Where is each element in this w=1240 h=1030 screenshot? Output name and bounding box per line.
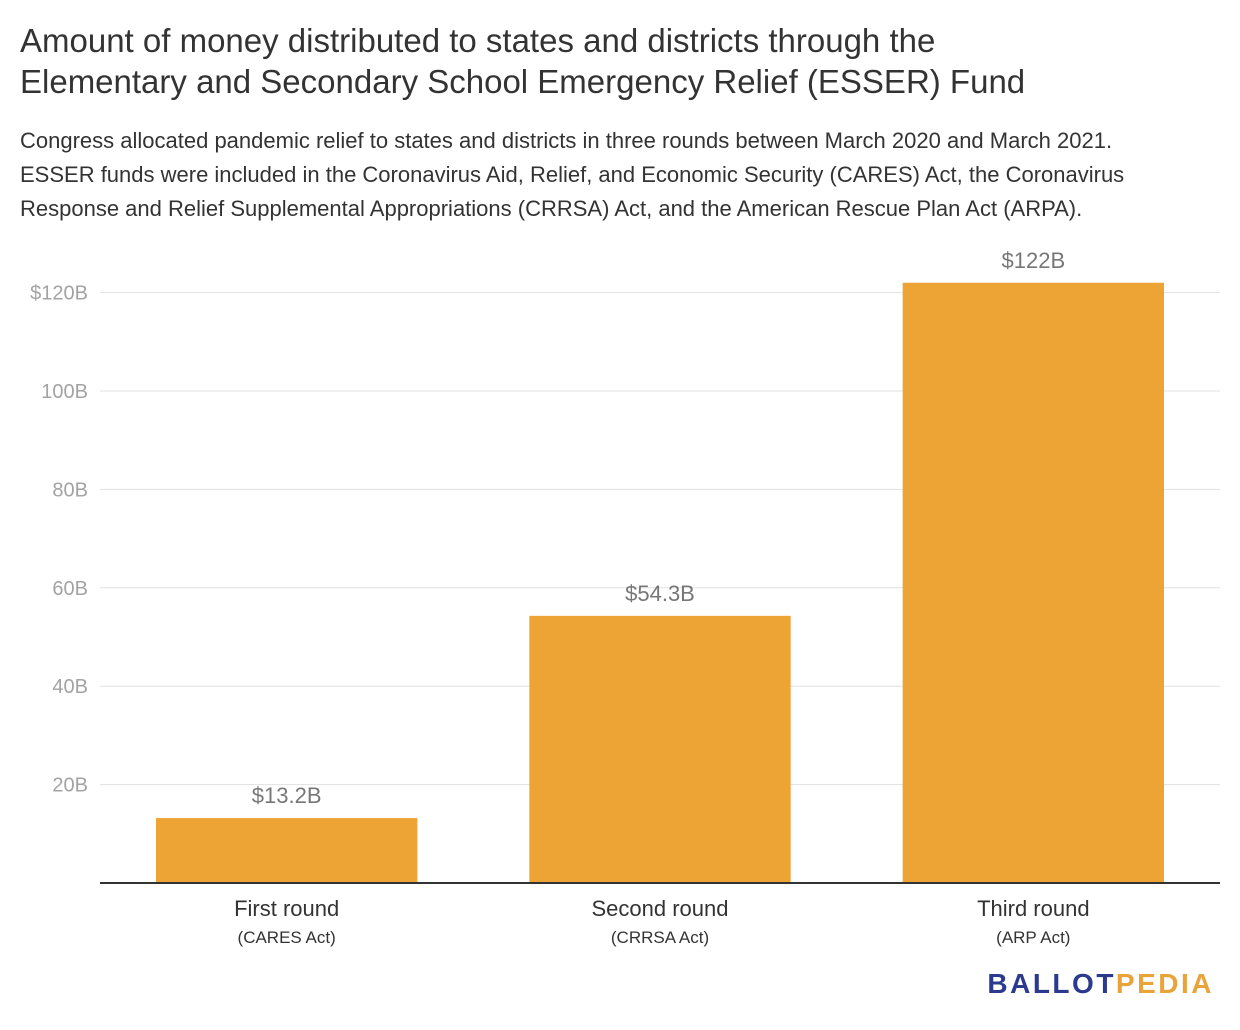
bar-data-label: $54.3B — [625, 581, 695, 606]
y-tick-label: 40B — [52, 676, 88, 698]
bar — [529, 615, 791, 883]
x-category-sublabel: (CARES Act) — [238, 928, 336, 947]
chart-subtitle-line-1: Congress allocated pandemic relief to st… — [20, 128, 1113, 153]
logo-part-pedia: PEDIA — [1115, 968, 1214, 999]
chart-title-line-2: Elementary and Secondary School Emergenc… — [20, 63, 1026, 100]
chart-subtitle-line-2: ESSER funds were included in the Coronav… — [20, 162, 1125, 187]
bar — [902, 282, 1164, 883]
y-tick-label: $120B — [30, 283, 88, 305]
x-category-sublabel: (ARP Act) — [996, 928, 1070, 947]
y-tick-label: 60B — [52, 578, 88, 600]
chart-title: Amount of money distributed to states an… — [20, 20, 1220, 102]
chart-subtitle: Congress allocated pandemic relief to st… — [20, 124, 1230, 226]
chart-title-line-1: Amount of money distributed to states an… — [20, 22, 936, 59]
ballotpedia-logo: BALLOTPEDIA — [987, 968, 1214, 1000]
x-category-sublabel: (CRRSA Act) — [611, 928, 709, 947]
x-category-label: Second round — [592, 896, 729, 921]
y-tick-label: 20B — [52, 775, 88, 797]
x-category-label: Third round — [977, 896, 1090, 921]
y-tick-label: 100B — [41, 381, 88, 403]
logo-part-ballot: BALLOT — [987, 968, 1116, 999]
chart-subtitle-line-3: Response and Relief Supplemental Appropr… — [20, 196, 1083, 221]
bar — [156, 818, 418, 883]
bar-data-label: $13.2B — [252, 783, 322, 808]
x-category-label: First round — [234, 896, 339, 921]
bar-data-label: $122B — [1002, 248, 1066, 273]
y-tick-label: 80B — [52, 479, 88, 501]
